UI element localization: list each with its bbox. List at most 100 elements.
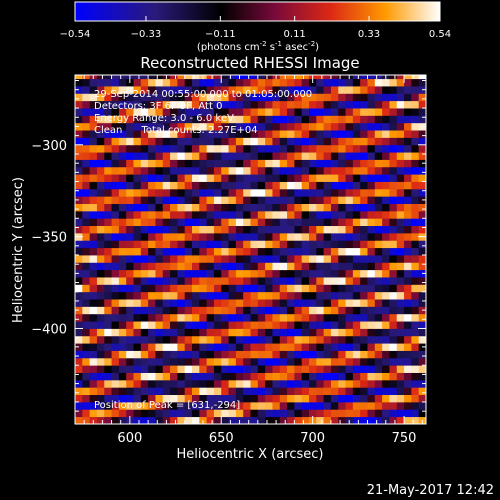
heatmap-cell — [177, 255, 186, 263]
heatmap-cell — [265, 75, 273, 80]
heatmap-cell — [89, 299, 98, 307]
heatmap-cell — [272, 152, 281, 160]
heatmap-cell — [382, 144, 390, 153]
heatmap-cell — [104, 247, 112, 256]
heatmap-cell — [389, 357, 398, 366]
heatmap-cell — [148, 232, 156, 241]
heatmap-cell — [75, 313, 83, 322]
heatmap-cell — [411, 255, 420, 263]
heatmap-cell — [118, 174, 127, 182]
heatmap-cell — [309, 409, 317, 418]
heatmap-cell — [418, 321, 426, 329]
heatmap-cell — [360, 137, 368, 146]
heatmap-cell — [133, 218, 142, 227]
heatmap-cell — [170, 269, 178, 278]
heatmap-cell — [206, 299, 215, 307]
heatmap-cell — [265, 291, 273, 300]
heatmap-cell — [323, 357, 332, 366]
heatmap-cell — [345, 166, 354, 175]
heatmap-cell — [96, 130, 105, 138]
heatmap-cell — [345, 218, 354, 227]
heatmap-cell — [96, 174, 105, 182]
heatmap-cell — [316, 86, 325, 94]
heatmap-cell — [250, 394, 259, 403]
heatmap-cell — [294, 247, 303, 256]
heatmap-cell — [382, 86, 390, 94]
colorbar-tick-label: −0.33 — [131, 29, 162, 40]
heatmap-cell — [382, 203, 390, 212]
heatmap-cell — [411, 115, 420, 124]
heatmap-cell — [170, 225, 178, 234]
heatmap-cell — [367, 174, 376, 182]
heatmap-cell — [118, 306, 127, 315]
heatmap-cell — [126, 122, 134, 131]
heatmap-cell — [330, 321, 339, 329]
heatmap-cell — [352, 86, 361, 94]
heatmap-cell — [104, 357, 112, 366]
heatmap-cell — [170, 313, 178, 322]
heatmap-cell — [301, 188, 310, 197]
heatmap-cell — [140, 122, 149, 131]
heatmap-cell — [272, 137, 281, 146]
heatmap-cell — [257, 255, 266, 263]
heatmap-cell — [243, 100, 251, 109]
image-annotations: 29-Sep-2014 00:55:00.000 to 01:05:00.000… — [94, 89, 312, 411]
heatmap-cell — [162, 144, 171, 153]
heatmap-cell — [323, 240, 332, 249]
heatmap-cell — [338, 335, 346, 344]
heatmap-cell — [294, 130, 303, 138]
heatmap-cell — [301, 100, 310, 109]
heatmap-cell — [192, 365, 200, 373]
heatmap-cell — [338, 379, 346, 388]
heatmap-cell — [206, 247, 215, 256]
heatmap-cell — [396, 181, 405, 190]
heatmap-cell — [96, 100, 105, 109]
annotation-detectors: Detectors: 3F 6F 9F, Att 0 — [94, 101, 222, 112]
heatmap-cell — [243, 255, 251, 263]
heatmap-cell — [287, 174, 295, 182]
heatmap-cell — [126, 313, 134, 322]
heatmap-cell — [104, 218, 112, 227]
heatmap-cell — [389, 394, 398, 403]
heatmap-cell — [243, 188, 251, 197]
heatmap-cell — [272, 379, 281, 388]
heatmap-cell — [155, 188, 164, 197]
heatmap-cell — [287, 108, 295, 116]
heatmap-cell — [111, 357, 120, 366]
heatmap-cell — [309, 152, 317, 160]
heatmap-cell — [323, 232, 332, 241]
heatmap-cell — [243, 401, 251, 410]
heatmap-cell — [184, 144, 193, 153]
heatmap-cell — [104, 306, 112, 315]
heatmap-cell — [177, 152, 186, 160]
heatmap-cell — [148, 122, 156, 131]
heatmap-cell — [148, 306, 156, 315]
heatmap-cell — [360, 122, 368, 131]
heatmap-cell — [140, 181, 149, 190]
heatmap-cell — [82, 387, 91, 396]
heatmap-cell — [374, 269, 383, 278]
heatmap-cell — [309, 86, 317, 94]
heatmap-cell — [118, 144, 127, 153]
heatmap-cell — [396, 387, 405, 396]
heatmap-cell — [192, 86, 200, 94]
heatmap-cell — [279, 181, 288, 190]
heatmap-cell — [155, 299, 164, 307]
heatmap-cell — [235, 232, 244, 241]
heatmap-cell — [301, 78, 310, 87]
heatmap-cell — [170, 210, 178, 219]
heatmap-cell — [89, 122, 98, 131]
heatmap-cell — [148, 401, 156, 410]
heatmap-cell — [345, 357, 354, 366]
heatmap-cell — [213, 277, 222, 285]
heatmap-cell — [228, 394, 237, 403]
heatmap-cell — [382, 247, 390, 256]
heatmap-cell — [301, 137, 310, 146]
heatmap-cell — [367, 188, 376, 197]
heatmap-cell — [338, 196, 346, 204]
heatmap-cell — [294, 174, 303, 182]
heatmap-cell — [323, 100, 332, 109]
heatmap-cell — [213, 144, 222, 153]
heatmap-cell — [287, 387, 295, 396]
heatmap-cell — [235, 321, 244, 329]
